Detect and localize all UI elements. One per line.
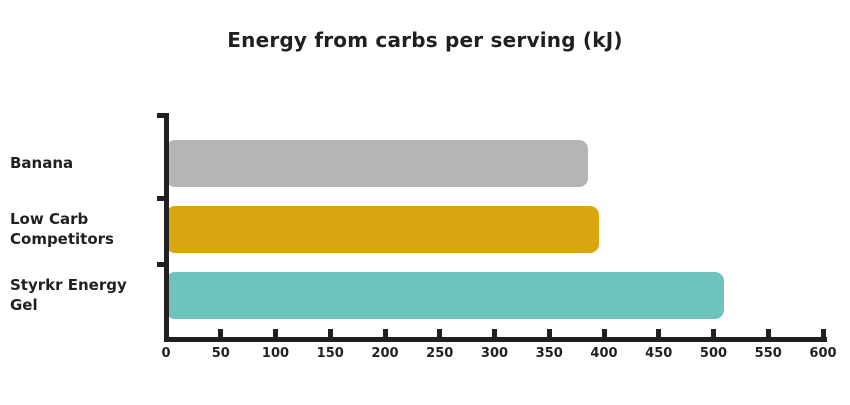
- x-axis-tick: [601, 329, 607, 337]
- x-tick-label: 400: [590, 346, 618, 361]
- y-axis-tick: [157, 262, 165, 267]
- x-tick-label: 150: [316, 346, 344, 361]
- x-axis-line: [164, 337, 827, 342]
- x-axis-tick: [437, 329, 443, 337]
- x-tick-label: 0: [161, 346, 171, 361]
- x-axis-tick: [765, 329, 771, 337]
- category-label: Banana: [10, 153, 74, 172]
- x-axis-tick: [327, 329, 333, 337]
- category-label: Low Carb Competitors: [10, 210, 114, 248]
- x-axis-tick: [163, 329, 169, 337]
- x-axis-tick: [218, 329, 224, 337]
- x-tick-label: 100: [261, 346, 290, 361]
- x-tick-label: 300: [480, 346, 509, 361]
- bar-banana: [166, 140, 588, 187]
- x-tick-label: 500: [699, 346, 728, 361]
- y-axis-tick: [157, 196, 165, 201]
- x-tick-label: 200: [371, 346, 399, 361]
- chart-title: Energy from carbs per serving (kJ): [227, 28, 623, 52]
- x-axis-tick: [492, 329, 497, 337]
- y-axis-line: [164, 113, 169, 342]
- x-axis-tick: [820, 329, 826, 337]
- x-tick-label: 250: [426, 346, 454, 361]
- x-tick-label: 550: [754, 346, 782, 361]
- bar-styrkr-energy-gel: [166, 272, 725, 319]
- x-tick-label: 50: [211, 346, 230, 361]
- x-tick-label: 600: [809, 346, 837, 361]
- y-axis-tick: [157, 113, 165, 118]
- x-axis-tick: [711, 329, 716, 337]
- x-tick-label: 450: [645, 346, 673, 361]
- x-tick-label: 350: [535, 346, 563, 361]
- x-axis-tick: [273, 329, 278, 337]
- x-axis-tick: [546, 329, 552, 337]
- x-axis-tick: [656, 329, 662, 337]
- x-axis-tick: [382, 329, 388, 337]
- category-label: Styrkr Energy Gel: [10, 276, 127, 314]
- bar-low-carb-competitors: [166, 206, 599, 253]
